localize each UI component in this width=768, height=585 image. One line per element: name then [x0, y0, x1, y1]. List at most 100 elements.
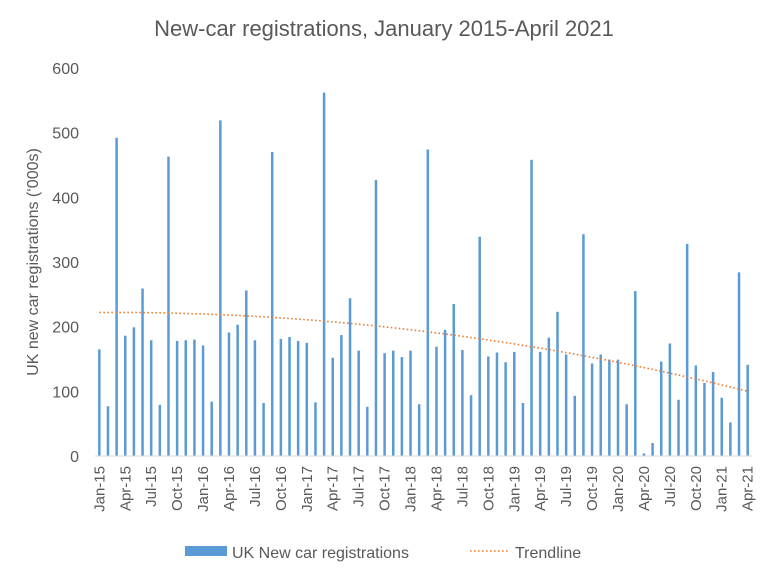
x-tick-label: Oct-20: [688, 466, 705, 511]
bar: [659, 361, 663, 456]
chart-title: New-car registrations, January 2015-Apri…: [154, 16, 614, 41]
bar: [461, 349, 464, 456]
bar: [504, 362, 507, 456]
y-axis-label: UK new car registrations (‘000s): [25, 148, 42, 376]
bar: [374, 179, 378, 456]
bar: [245, 290, 248, 456]
bar: [340, 335, 343, 456]
bar: [573, 395, 577, 456]
y-tick-label: 100: [52, 384, 79, 401]
bar: [106, 406, 110, 456]
bar: [599, 354, 602, 456]
bar: [409, 350, 412, 456]
bar: [184, 340, 188, 456]
bar: [236, 324, 239, 456]
bar: [616, 359, 620, 456]
x-tick-label: Apr-17: [325, 466, 342, 511]
x-tick-label: Jul-15: [143, 466, 160, 507]
bar: [487, 356, 490, 456]
bar: [210, 401, 213, 456]
bar: [193, 339, 196, 456]
y-tick-label: 0: [70, 449, 79, 466]
bar: [314, 402, 317, 456]
x-tick-label: Oct-19: [584, 466, 601, 511]
y-tick-label: 200: [52, 320, 79, 337]
bar: [115, 137, 118, 456]
bar: [270, 152, 274, 457]
bar: [538, 351, 542, 456]
legend-swatch-bars: [185, 546, 227, 556]
x-tick-label: Jul-16: [247, 466, 264, 507]
x-tick-label: Oct-15: [169, 466, 186, 511]
y-tick-label: 400: [52, 190, 79, 207]
bar: [452, 304, 456, 456]
x-tick-label: Apr-18: [428, 466, 445, 511]
bar: [694, 365, 698, 456]
legend-label-bars: UK New car registrations: [232, 545, 409, 562]
bar: [582, 234, 585, 456]
bar: [469, 395, 473, 456]
x-tick-label: Jan-16: [195, 466, 212, 512]
y-tick-label: 500: [52, 126, 79, 143]
legend-label-trendline: Trendline: [515, 545, 581, 562]
bar: [703, 382, 706, 456]
bar: [296, 340, 300, 456]
x-tick-label: Jul-18: [454, 466, 471, 507]
bar: [634, 291, 637, 456]
bar: [530, 159, 533, 456]
y-tick-label: 300: [52, 255, 79, 272]
bar: [495, 352, 499, 456]
bar: [590, 363, 594, 456]
bar: [167, 156, 170, 457]
x-tick-label: Jul-17: [351, 466, 368, 507]
bar: [426, 149, 430, 457]
bar: [513, 351, 516, 456]
bar: [124, 335, 127, 456]
bar: [322, 92, 326, 456]
x-tick-label: Jan-21: [714, 466, 731, 512]
bar: [141, 288, 144, 456]
bar: [642, 453, 646, 456]
x-tick-label: Apr-19: [532, 466, 549, 511]
bar: [262, 402, 265, 456]
bar: [305, 342, 309, 456]
bar: [435, 346, 438, 456]
x-tick-label: Jan-19: [506, 466, 523, 512]
bar: [711, 371, 715, 456]
bar: [175, 340, 179, 456]
bar: [625, 404, 628, 456]
bar: [201, 345, 205, 456]
bar: [737, 272, 741, 456]
bar: [253, 340, 257, 456]
bar: [677, 399, 680, 456]
bar: [279, 338, 283, 456]
bar: [478, 236, 481, 456]
x-tick-label: Jan-15: [91, 466, 108, 512]
x-tick-label: Jan-18: [403, 466, 420, 512]
bar: [288, 337, 291, 456]
bar: [746, 364, 749, 456]
bar: [400, 357, 404, 456]
bar: [443, 329, 447, 456]
x-tick-label: Apr-15: [117, 466, 134, 511]
bar: [521, 402, 525, 456]
bar: [668, 343, 672, 456]
bar: [158, 404, 162, 456]
bar: [651, 443, 654, 456]
x-tick-label: Oct-18: [480, 466, 497, 511]
x-tick-label: Apr-20: [636, 466, 653, 511]
trendline: [99, 311, 748, 393]
bar: [227, 332, 231, 456]
bar: [331, 357, 334, 456]
bar-series: [98, 92, 749, 457]
x-tick-label: Jan-17: [299, 466, 316, 512]
bar: [685, 243, 689, 456]
x-tick-label: Apr-21: [740, 466, 757, 511]
bar: [608, 359, 611, 456]
bar: [729, 422, 732, 456]
x-tick-label: Oct-17: [377, 466, 394, 511]
x-tick-label: Jul-19: [558, 466, 575, 507]
bar: [149, 340, 153, 456]
